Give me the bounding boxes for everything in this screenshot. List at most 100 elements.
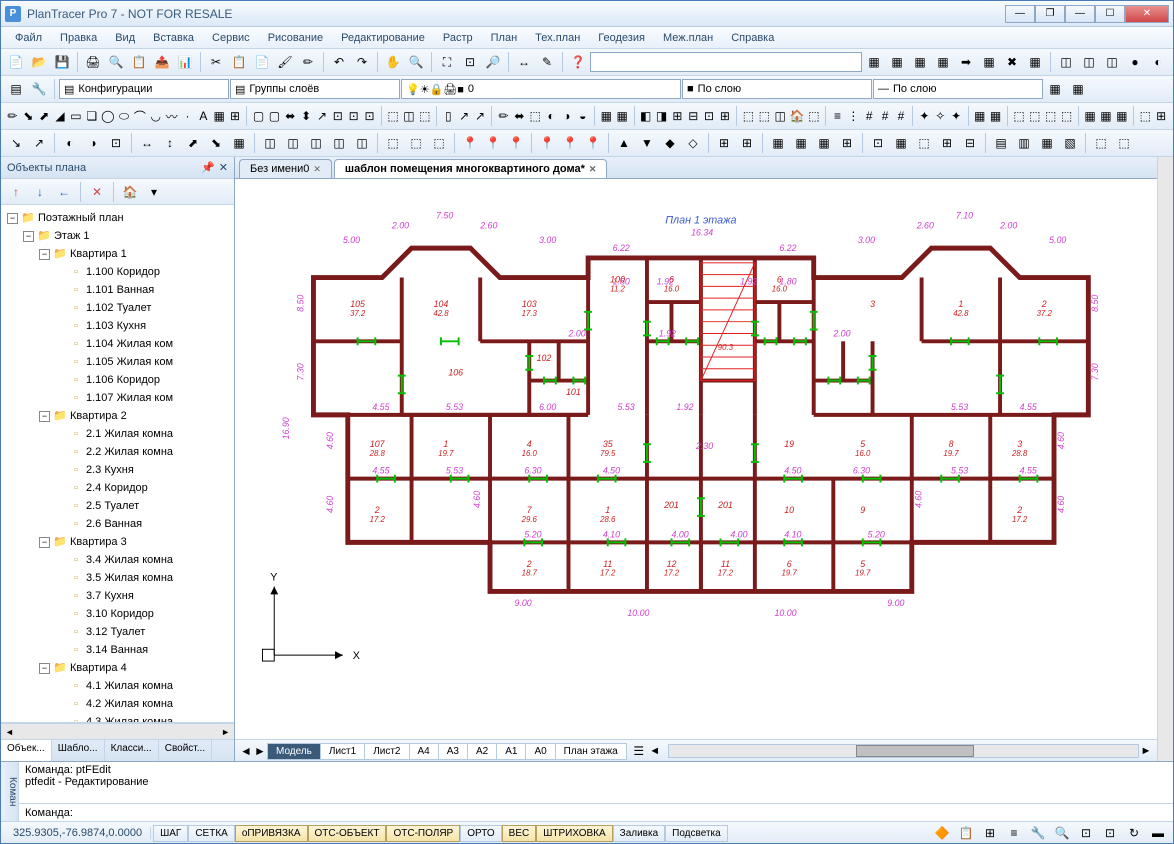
tool4-33[interactable]: ◆	[659, 132, 681, 154]
tool4-48[interactable]: ⊟	[959, 132, 981, 154]
tool3-58[interactable]: #	[862, 105, 877, 127]
tool3-64[interactable]: ✦	[949, 105, 964, 127]
side-tab-2[interactable]: Класси...	[105, 740, 159, 761]
tool-a8[interactable]: ▦	[1024, 51, 1046, 73]
tool4-56[interactable]: ⬚	[1113, 132, 1135, 154]
status-btn-оПРИВЯЗКА[interactable]: оПРИВЯЗКА	[235, 825, 308, 842]
tree-node[interactable]: −📁Поэтажный план	[3, 209, 232, 227]
redo-icon[interactable]: ↷	[351, 51, 373, 73]
tool3-31[interactable]: ↗	[473, 105, 488, 127]
tool4-8[interactable]: ↕	[159, 132, 181, 154]
tool3-71[interactable]: ⬚	[1043, 105, 1058, 127]
tab-nav-right[interactable]: ►	[253, 740, 267, 762]
tool3-53[interactable]: 🏠	[789, 105, 806, 127]
menu-Вставка[interactable]: Вставка	[145, 30, 202, 46]
export-icon[interactable]: 📊	[174, 51, 196, 73]
tool3-25[interactable]: ⬚	[386, 105, 401, 127]
layers-combo[interactable]: ▤Группы слоёв	[230, 79, 400, 99]
tree-node[interactable]: −📁Квартира 3	[3, 533, 232, 551]
publish-icon[interactable]: 📤	[151, 51, 173, 73]
tool4-53[interactable]: ▧	[1059, 132, 1081, 154]
tool4-41[interactable]: ▦	[813, 132, 835, 154]
tool3-56[interactable]: ≡	[830, 105, 845, 127]
tool3-10[interactable]: 〰	[164, 105, 179, 127]
tool3-48[interactable]: ⊞	[718, 105, 733, 127]
status-icon-8[interactable]: ⊡	[1099, 822, 1121, 844]
menu-Справка[interactable]: Справка	[723, 30, 782, 46]
tree-node[interactable]: ▫3.4 Жилая комна	[3, 551, 232, 569]
tree-node[interactable]: ▫2.4 Коридор	[3, 479, 232, 497]
status-btn-ОТС-ОБЪЕКТ[interactable]: ОТС-ОБЪЕКТ	[308, 825, 387, 842]
edit-icon[interactable]: ✎	[536, 51, 558, 73]
tool4-55[interactable]: ⬚	[1090, 132, 1112, 154]
tool3-62[interactable]: ✦	[917, 105, 932, 127]
menu-Рисование[interactable]: Рисование	[260, 30, 331, 46]
status-icon-5[interactable]: 🔧	[1027, 822, 1049, 844]
tool3-76[interactable]: ▦	[1114, 105, 1129, 127]
tool3-38[interactable]: ◒	[575, 105, 590, 127]
tool4-27[interactable]: 📍	[536, 132, 558, 154]
model-tab-A0[interactable]: A0	[525, 743, 555, 760]
pin-icon[interactable]: 📌	[201, 161, 215, 174]
tree-node[interactable]: ▫3.7 Кухня	[3, 587, 232, 605]
tree-node[interactable]: ▫3.10 Коридор	[3, 605, 232, 623]
tool4-40[interactable]: ▦	[790, 132, 812, 154]
close-button[interactable]: ✕	[1125, 5, 1169, 23]
tool-a11[interactable]: ◫	[1101, 51, 1123, 73]
tool-b1[interactable]: ▦	[1044, 78, 1066, 100]
menu-Файл[interactable]: Файл	[7, 30, 50, 46]
menu-Сервис[interactable]: Сервис	[204, 30, 258, 46]
side-tab-3[interactable]: Свойст...	[159, 740, 212, 761]
tree-node[interactable]: −📁Квартира 4	[3, 659, 232, 677]
tool-a7[interactable]: ✖	[1001, 51, 1023, 73]
up-icon[interactable]: ↑	[5, 181, 27, 203]
tool3-50[interactable]: ⬚	[741, 105, 756, 127]
bylayer1-combo[interactable]: ■По слою	[682, 79, 872, 99]
tool-b2[interactable]: ▦	[1067, 78, 1089, 100]
status-btn-ВЕС[interactable]: ВЕС	[502, 825, 537, 842]
open-icon[interactable]: 📂	[28, 51, 50, 73]
status-btn-ОТС-ПОЛЯР[interactable]: ОТС-ПОЛЯР	[386, 825, 460, 842]
tool4-19[interactable]: ⬚	[382, 132, 404, 154]
help-icon[interactable]: ❓	[567, 51, 589, 73]
canvas-hscroll[interactable]	[668, 744, 1139, 758]
undo-icon[interactable]: ↶	[328, 51, 350, 73]
tool3-2[interactable]: ⬈	[37, 105, 52, 127]
tree-node[interactable]: ▫4.3 Жилая комна	[3, 713, 232, 723]
tool3-29[interactable]: ▯	[441, 105, 456, 127]
tool4-45[interactable]: ▦	[890, 132, 912, 154]
tree-node[interactable]: ▫1.102 Туалет	[3, 299, 232, 317]
status-icon-10[interactable]: ▬	[1147, 822, 1169, 844]
tool3-35[interactable]: ⬚	[528, 105, 543, 127]
status-icon-1[interactable]: 🔶	[931, 822, 953, 844]
minimize-button[interactable]: —	[1005, 5, 1035, 23]
drawing-canvas[interactable]: План 1 этажа5.002.007.502.603.006.2216.3…	[235, 179, 1157, 739]
tool3-6[interactable]: ◯	[100, 105, 115, 127]
tool3-9[interactable]: ◡	[148, 105, 163, 127]
tool4-1[interactable]: ↗	[28, 132, 50, 154]
tool3-8[interactable]: ⌒	[132, 105, 147, 127]
tree-node[interactable]: −📁Этаж 1	[3, 227, 232, 245]
tree-node[interactable]: ▫3.14 Ванная	[3, 641, 232, 659]
tab-nav-left[interactable]: ◄	[239, 740, 253, 762]
tool3-19[interactable]: ⬍	[299, 105, 314, 127]
tool3-1[interactable]: ⬊	[21, 105, 36, 127]
layer-props-icon[interactable]: 🔧	[28, 78, 50, 100]
tree-node[interactable]: ▫2.2 Жилая комна	[3, 443, 232, 461]
tool4-32[interactable]: ▼	[636, 132, 658, 154]
tool3-21[interactable]: ⊡	[330, 105, 345, 127]
tool3-52[interactable]: ◫	[773, 105, 788, 127]
pan-icon[interactable]: ✋	[382, 51, 404, 73]
tool-a5[interactable]: ➡	[955, 51, 977, 73]
preview-icon[interactable]: 🔍	[105, 51, 127, 73]
tool4-14[interactable]: ◫	[282, 132, 304, 154]
tool4-23[interactable]: 📍	[459, 132, 481, 154]
tool4-17[interactable]: ◫	[351, 132, 373, 154]
tab-menu[interactable]: ☰	[630, 740, 648, 762]
model-tab-Лист1[interactable]: Лист1	[320, 743, 365, 760]
tool4-3[interactable]: ◐	[59, 132, 81, 154]
model-tab-Модель[interactable]: Модель	[267, 743, 321, 760]
tool3-57[interactable]: ⋮	[846, 105, 861, 127]
tool3-27[interactable]: ⬚	[417, 105, 432, 127]
tool3-20[interactable]: ↗	[315, 105, 330, 127]
